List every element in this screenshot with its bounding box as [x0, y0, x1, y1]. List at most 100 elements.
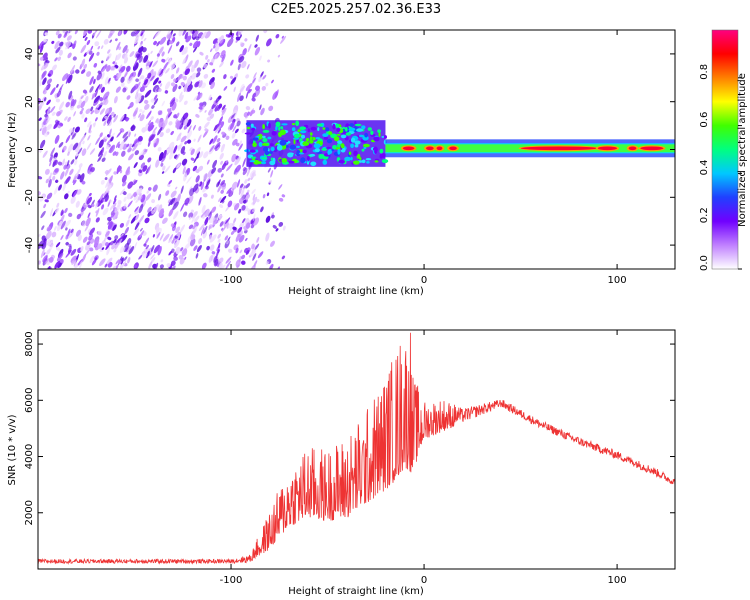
signal-blob: [336, 127, 341, 132]
noise-speckle: [38, 191, 41, 196]
noise-speckle: [113, 198, 117, 205]
noise-speckle: [259, 55, 262, 61]
noise-speckle: [219, 152, 224, 160]
noise-speckle: [220, 227, 224, 231]
noise-speckle: [64, 161, 68, 165]
noise-speckle: [160, 162, 164, 167]
noise-speckle: [116, 41, 121, 51]
noise-speckle: [235, 259, 241, 268]
noise-speckle: [278, 197, 284, 202]
signal-blob: [289, 144, 296, 150]
signal-blob: [268, 122, 271, 129]
noise-speckle: [267, 167, 271, 173]
noise-speckle: [193, 138, 196, 142]
noise-speckle: [204, 110, 207, 113]
noise-speckle: [116, 165, 121, 175]
noise-speckle: [74, 159, 78, 166]
signal-blob: [345, 132, 351, 136]
noise-speckle: [152, 138, 157, 144]
noise-speckle: [240, 188, 245, 198]
noise-speckle: [165, 68, 170, 74]
noise-speckle: [227, 222, 233, 229]
noise-speckle: [252, 207, 256, 213]
noise-speckle: [236, 179, 241, 188]
noise-speckle: [179, 247, 184, 252]
noise-speckle: [133, 83, 139, 91]
noise-speckle: [209, 62, 214, 66]
noise-speckle: [51, 111, 56, 116]
noise-speckle: [103, 38, 109, 45]
noise-speckle: [120, 257, 124, 265]
noise-speckle: [122, 181, 127, 187]
noise-speckle: [159, 83, 163, 87]
noise-speckle: [119, 115, 125, 122]
noise-speckle: [57, 56, 61, 62]
noise-speckle: [229, 121, 235, 131]
noise-speckle: [105, 242, 111, 251]
noise-speckle: [85, 108, 91, 114]
noise-speckle: [282, 225, 286, 231]
signal-blob: [302, 149, 307, 154]
noise-speckle: [66, 35, 72, 41]
noise-speckle: [114, 204, 121, 213]
noise-speckle: [155, 226, 160, 233]
noise-speckle: [163, 118, 168, 127]
noise-speckle: [190, 209, 194, 213]
noise-speckle: [46, 117, 51, 124]
noise-speckle: [184, 141, 188, 145]
noise-speckle: [155, 227, 162, 237]
noise-speckle: [177, 136, 181, 141]
noise-speckle: [121, 174, 127, 183]
noise-speckle: [186, 176, 192, 184]
signal-blob: [309, 132, 313, 136]
signal-blob: [374, 148, 378, 155]
noise-speckle: [208, 210, 212, 217]
signal-blob: [315, 137, 320, 140]
noise-speckle: [265, 215, 271, 223]
x-tick-label: 100: [608, 275, 627, 286]
noise-speckle: [235, 142, 240, 147]
noise-speckle: [170, 197, 176, 206]
noise-speckle: [180, 145, 186, 154]
noise-speckle: [107, 49, 111, 54]
noise-speckle: [153, 98, 159, 106]
noise-speckle: [173, 78, 177, 83]
noise-speckle: [194, 59, 199, 68]
noise-speckle: [80, 95, 84, 99]
noise-speckle: [70, 195, 76, 204]
noise-speckle: [97, 153, 104, 163]
noise-speckle: [79, 173, 85, 183]
noise-speckle: [198, 238, 203, 244]
noise-speckle: [93, 238, 100, 248]
signal-blob: [328, 131, 333, 136]
noise-speckle: [40, 249, 45, 258]
noise-speckle: [257, 251, 264, 259]
noise-speckle: [238, 197, 244, 204]
noise-speckle: [138, 113, 142, 118]
noise-speckle: [177, 73, 183, 81]
noise-speckle: [43, 252, 46, 256]
noise-speckle: [112, 224, 117, 232]
signal-blob: [337, 148, 341, 155]
noise-speckle: [115, 141, 120, 148]
noise-speckle: [105, 184, 112, 192]
noise-speckle: [64, 219, 71, 228]
noise-speckle: [203, 225, 208, 235]
signal-blob: [249, 160, 255, 163]
noise-speckle: [143, 78, 149, 86]
noise-speckle: [65, 41, 72, 48]
noise-speckle: [152, 60, 158, 68]
noise-speckle: [271, 214, 275, 219]
noise-speckle: [65, 227, 68, 231]
snr-xlabel: Height of straight line (km): [288, 586, 424, 597]
signal-blob: [356, 153, 361, 159]
x-tick-label: 100: [608, 575, 627, 586]
noise-speckle: [130, 215, 137, 224]
noise-speckle: [144, 217, 150, 224]
noise-speckle: [145, 59, 149, 67]
noise-speckle: [127, 200, 133, 208]
noise-speckle: [214, 105, 219, 112]
noise-speckle: [38, 260, 41, 265]
noise-speckle: [232, 124, 237, 133]
noise-speckle: [117, 238, 123, 246]
